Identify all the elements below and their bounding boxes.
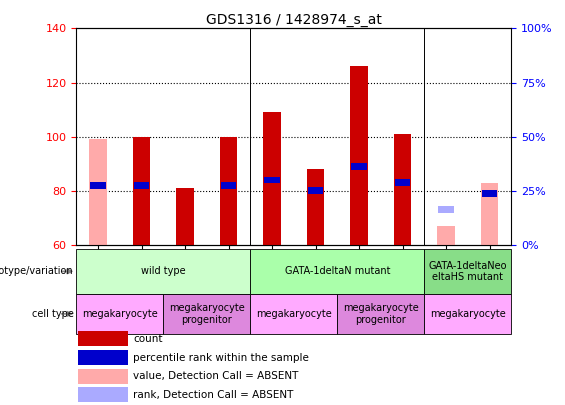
Bar: [163, 294, 250, 334]
Bar: [337, 294, 424, 334]
Bar: [250, 294, 337, 334]
Bar: [394, 134, 411, 245]
Bar: [78, 369, 128, 384]
Text: megakaryocyte
progenitor: megakaryocyte progenitor: [343, 303, 419, 325]
Bar: [90, 182, 106, 189]
Bar: [424, 294, 511, 334]
Bar: [350, 66, 368, 245]
Bar: [307, 169, 324, 245]
Bar: [76, 294, 163, 334]
Bar: [78, 350, 128, 365]
Bar: [424, 249, 511, 294]
Bar: [78, 331, 128, 346]
Bar: [78, 387, 128, 402]
Bar: [221, 182, 236, 189]
Bar: [264, 177, 280, 183]
Bar: [351, 163, 367, 170]
Text: rank, Detection Call = ABSENT: rank, Detection Call = ABSENT: [133, 390, 294, 400]
Bar: [176, 188, 194, 245]
Text: percentile rank within the sample: percentile rank within the sample: [133, 352, 309, 362]
Bar: [76, 249, 250, 294]
Bar: [250, 249, 424, 294]
Bar: [395, 179, 410, 186]
Bar: [133, 136, 150, 245]
Text: megakaryocyte
progenitor: megakaryocyte progenitor: [169, 303, 245, 325]
Bar: [482, 190, 497, 197]
Text: megakaryocyte: megakaryocyte: [430, 309, 506, 319]
Text: GATA-1deltaN mutant: GATA-1deltaN mutant: [285, 266, 390, 276]
Bar: [438, 207, 454, 213]
Bar: [263, 112, 281, 245]
Text: value, Detection Call = ABSENT: value, Detection Call = ABSENT: [133, 371, 299, 381]
Text: cell type: cell type: [32, 309, 73, 319]
Bar: [89, 139, 107, 245]
Text: megakaryocyte: megakaryocyte: [82, 309, 158, 319]
Text: count: count: [133, 334, 163, 344]
Text: GATA-1deltaNeo
eltaHS mutant: GATA-1deltaNeo eltaHS mutant: [429, 260, 507, 282]
Bar: [481, 191, 498, 245]
Title: GDS1316 / 1428974_s_at: GDS1316 / 1428974_s_at: [206, 13, 382, 27]
Text: wild type: wild type: [141, 266, 185, 276]
Text: genotype/variation: genotype/variation: [0, 266, 73, 276]
Bar: [134, 182, 149, 189]
Bar: [481, 183, 498, 245]
Bar: [220, 136, 237, 245]
Bar: [437, 226, 455, 245]
Text: megakaryocyte: megakaryocyte: [256, 309, 332, 319]
Bar: [308, 188, 323, 194]
